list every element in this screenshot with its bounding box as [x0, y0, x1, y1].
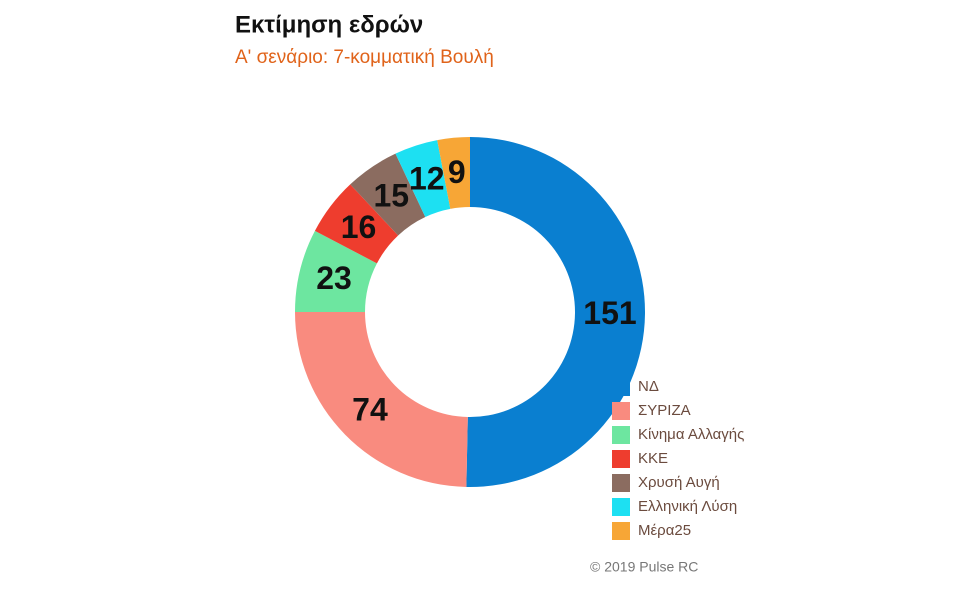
caption: © 2019 Pulse RC — [590, 559, 698, 575]
legend-swatch — [612, 402, 630, 420]
legend-label: ΝΔ — [638, 378, 659, 395]
legend-swatch — [612, 426, 630, 444]
value-label: 23 — [316, 260, 352, 296]
donut-slice — [395, 140, 451, 217]
donut-slice — [295, 312, 468, 487]
value-label: 15 — [374, 178, 410, 214]
legend-swatch — [612, 450, 630, 468]
legend-swatch — [612, 498, 630, 516]
value-label: 16 — [341, 209, 377, 245]
value-label: 151 — [583, 295, 636, 331]
value-label: 12 — [409, 160, 445, 196]
donut-slice — [350, 153, 426, 236]
legend-swatch — [612, 378, 630, 396]
value-label: 9 — [448, 154, 466, 190]
legend-swatch — [612, 474, 630, 492]
legend-label: ΣΥΡΙΖΑ — [638, 402, 691, 419]
chart-title: Εκτίμηση εδρών — [235, 11, 423, 38]
donut-slice — [466, 137, 645, 487]
legend-label: Ελληνική Λύση — [638, 498, 737, 515]
legend-label: Μέρα25 — [638, 522, 691, 539]
donut-slice — [295, 230, 377, 312]
legend-label: Κίνημα Αλλαγής — [638, 426, 744, 443]
value-label: 74 — [352, 391, 388, 427]
donut-slice — [314, 184, 399, 264]
chart-subtitle: Α' σενάριο: 7-κομματική Βουλή — [235, 47, 494, 68]
legend-swatch — [612, 522, 630, 540]
donut-slice — [437, 137, 470, 209]
legend-label: Χρυσή Αυγή — [638, 474, 720, 491]
legend-label: ΚΚΕ — [638, 450, 668, 467]
